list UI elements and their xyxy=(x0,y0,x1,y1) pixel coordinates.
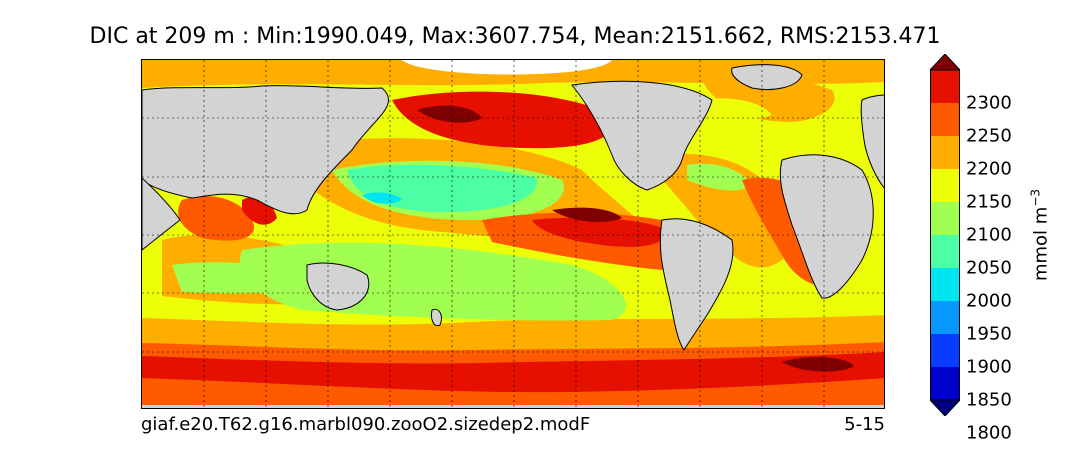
greenland-land xyxy=(731,64,803,90)
colorbar-level-2250-2300 xyxy=(930,70,960,104)
colorbar-tick-1850: 1850 xyxy=(966,389,1012,411)
unit-text: mmol m xyxy=(1030,206,1052,282)
map-gridlines xyxy=(142,60,884,408)
colorbar-tick-2150: 2150 xyxy=(966,191,1012,213)
colorbar-tick-1900: 1900 xyxy=(966,356,1012,378)
antarctic-coast-band xyxy=(142,378,884,408)
period-label: 5-15 xyxy=(844,414,885,435)
southern-ocean-max-patch xyxy=(782,357,854,372)
unit-exponent: −3 xyxy=(1028,188,1043,207)
colorbar-tick-2050: 2050 xyxy=(966,257,1012,279)
colorbar-level-1950-2000 xyxy=(930,268,960,302)
africa-land xyxy=(779,154,874,299)
colorbar-tick-2300: 2300 xyxy=(966,92,1012,114)
colorbar-extend-min xyxy=(930,399,960,416)
north-pacific-2000-patch xyxy=(362,192,402,204)
colorbar-tick-1950: 1950 xyxy=(966,323,1012,345)
colorbar-level-1900-1950 xyxy=(930,301,960,335)
australia-land xyxy=(306,262,370,311)
north-pacific-max-patch xyxy=(417,105,482,123)
subpolar-north-atlantic-region xyxy=(702,98,772,119)
eastern-tropical-pacific-2250 xyxy=(532,217,667,247)
colorbar-level-2050-2100 xyxy=(930,202,960,236)
eurasia-land xyxy=(142,85,389,215)
case-name: giaf.e20.T62.g16.marbl090.zooO2.sizedep2… xyxy=(141,414,591,435)
colorbar-level-2000-2050 xyxy=(930,235,960,269)
colorbar-tick-2000: 2000 xyxy=(966,290,1012,312)
colorbar-tick-2100: 2100 xyxy=(966,224,1012,246)
map-panel xyxy=(141,59,885,409)
colorbar-level-1850-1900 xyxy=(930,334,960,368)
new-zealand-land xyxy=(431,308,442,327)
south-america-land xyxy=(659,218,734,351)
colorbar-level-2150-2200 xyxy=(930,136,960,170)
plot-title: DIC at 209 m : Min:1990.049, Max:3607.75… xyxy=(89,24,941,49)
colorbar xyxy=(930,54,960,416)
arabia-land xyxy=(142,177,181,251)
colorbar-unit-label: mmol m−3 xyxy=(1029,189,1052,281)
colorbar-level-1800-1850 xyxy=(930,367,960,401)
colorbar-tick-2200: 2200 xyxy=(966,158,1012,180)
colorbar-tick-2250: 2250 xyxy=(966,125,1012,147)
arabian-sea-region xyxy=(178,196,255,241)
north-atlantic-2100-patch xyxy=(687,163,752,191)
north-america-land xyxy=(571,80,713,191)
colorbar-level-2100-2150 xyxy=(930,169,960,203)
colorbar-level-2200-2250 xyxy=(930,103,960,137)
colorbar-extend-max xyxy=(930,54,960,71)
colorbar-frame xyxy=(930,69,960,401)
eastern-tropical-pacific-max xyxy=(552,207,622,222)
colorbar-tick-1800: 1800 xyxy=(966,422,1012,444)
dic-map xyxy=(142,60,884,408)
antarctica-land xyxy=(142,405,884,408)
arctic-sea-ice xyxy=(402,60,612,75)
